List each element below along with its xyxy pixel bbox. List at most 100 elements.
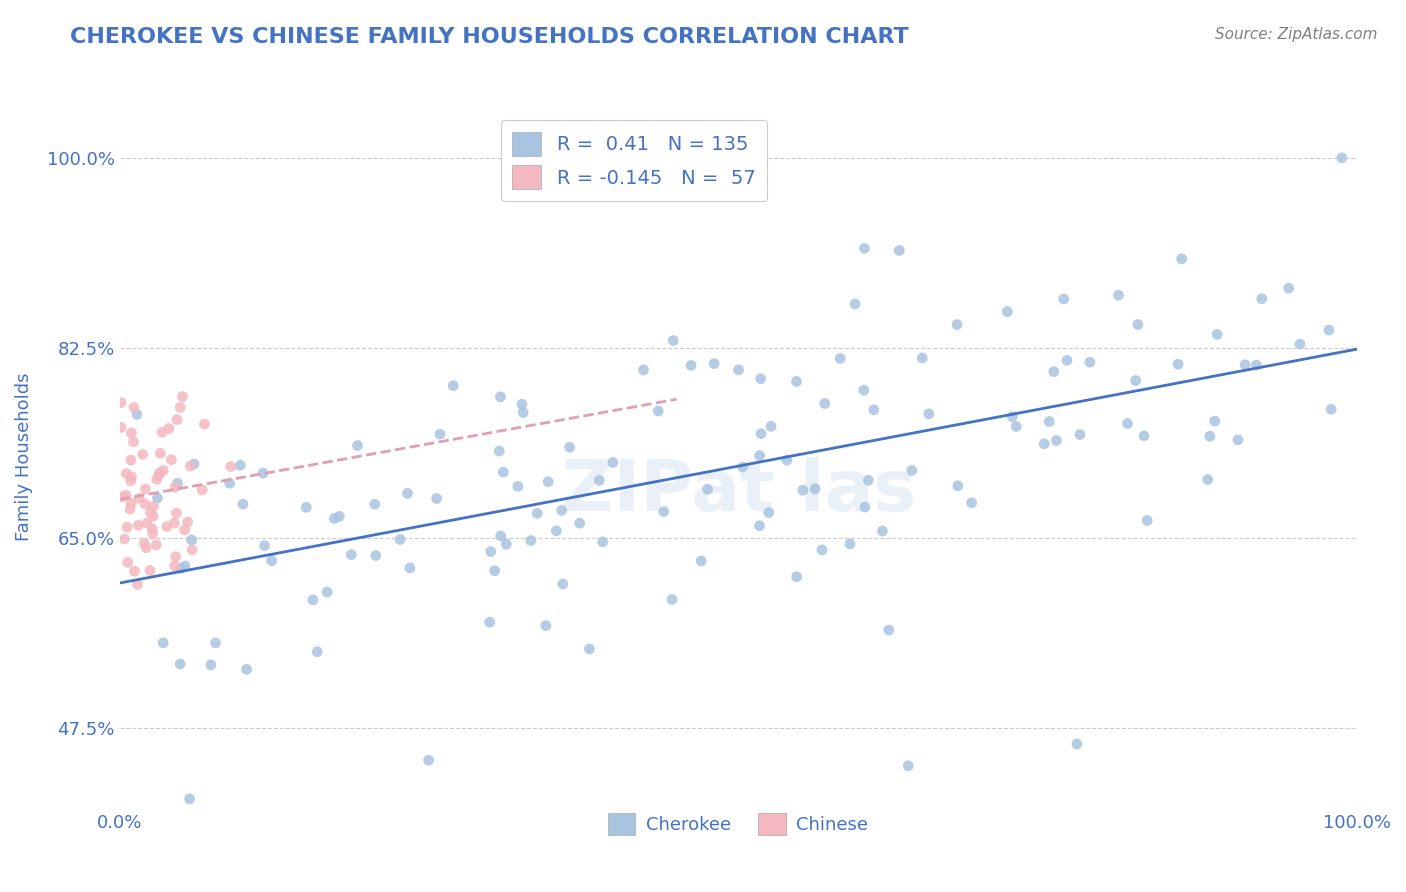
Point xyxy=(328,509,350,524)
Point xyxy=(1126,318,1149,332)
Point xyxy=(163,516,186,530)
Point xyxy=(853,500,876,514)
Point xyxy=(166,506,188,520)
Point xyxy=(115,488,138,502)
Point xyxy=(110,395,132,409)
Point xyxy=(149,446,172,460)
Point xyxy=(152,463,174,477)
Point xyxy=(150,425,173,440)
Point xyxy=(1250,292,1272,306)
Point xyxy=(550,503,572,517)
Point xyxy=(115,467,138,481)
Point xyxy=(252,466,274,480)
Point xyxy=(152,636,174,650)
Point xyxy=(804,482,827,496)
Point xyxy=(156,519,179,533)
Point xyxy=(1133,429,1156,443)
Point xyxy=(911,351,934,365)
Point xyxy=(120,496,142,510)
Point xyxy=(853,241,876,255)
Point xyxy=(323,511,346,525)
Point xyxy=(633,363,655,377)
Point xyxy=(110,420,132,434)
Point xyxy=(1330,151,1353,165)
Point xyxy=(128,491,150,506)
Point xyxy=(811,542,834,557)
Point xyxy=(748,518,770,533)
Point xyxy=(117,555,139,569)
Point xyxy=(142,509,165,524)
Point xyxy=(1033,437,1056,451)
Point xyxy=(142,526,165,541)
Point xyxy=(134,482,156,496)
Point xyxy=(1125,374,1147,388)
Point xyxy=(897,758,920,772)
Point xyxy=(316,585,339,599)
Point xyxy=(174,559,197,574)
Point xyxy=(127,577,149,591)
Point xyxy=(592,534,614,549)
Point xyxy=(844,297,866,311)
Point xyxy=(1167,357,1189,371)
Point xyxy=(510,397,533,411)
Point xyxy=(792,483,814,498)
Point xyxy=(148,468,170,483)
Point xyxy=(364,497,387,511)
Point xyxy=(441,378,464,392)
Point xyxy=(512,405,534,419)
Point xyxy=(204,636,226,650)
Point xyxy=(141,522,163,536)
Point xyxy=(135,516,157,530)
Point xyxy=(1136,513,1159,527)
Point xyxy=(946,479,969,493)
Point xyxy=(160,452,183,467)
Point xyxy=(166,476,188,491)
Point xyxy=(690,554,713,568)
Point xyxy=(506,479,529,493)
Point xyxy=(1107,288,1129,302)
Point xyxy=(1053,292,1076,306)
Point xyxy=(727,363,749,377)
Point xyxy=(139,563,162,577)
Point xyxy=(759,419,782,434)
Point xyxy=(776,453,799,467)
Point xyxy=(652,505,675,519)
Point xyxy=(1204,414,1226,428)
Point xyxy=(749,426,772,441)
Point xyxy=(1045,434,1067,448)
Point xyxy=(1056,353,1078,368)
Point xyxy=(679,359,702,373)
Point xyxy=(1199,429,1222,443)
Y-axis label: Family Households: Family Households xyxy=(15,372,32,541)
Point xyxy=(588,474,610,488)
Point xyxy=(546,524,568,538)
Point xyxy=(132,536,155,550)
Point xyxy=(120,425,142,440)
Point xyxy=(120,453,142,467)
Point xyxy=(157,421,180,435)
Point xyxy=(1005,419,1028,434)
Point xyxy=(889,244,911,258)
Point xyxy=(1226,433,1249,447)
Point xyxy=(551,577,574,591)
Point xyxy=(165,480,187,494)
Point xyxy=(534,618,557,632)
Point xyxy=(131,447,153,461)
Point xyxy=(124,564,146,578)
Point xyxy=(731,460,754,475)
Point xyxy=(1066,737,1088,751)
Point xyxy=(478,615,501,630)
Point xyxy=(1170,252,1192,266)
Point xyxy=(193,417,215,431)
Point xyxy=(1197,473,1219,487)
Point xyxy=(488,444,510,458)
Point xyxy=(170,561,193,575)
Point xyxy=(1043,365,1066,379)
Point xyxy=(127,518,149,533)
Point xyxy=(179,458,201,473)
Point xyxy=(900,463,922,477)
Point xyxy=(173,523,195,537)
Point xyxy=(1206,327,1229,342)
Point xyxy=(295,500,318,515)
Point xyxy=(340,548,363,562)
